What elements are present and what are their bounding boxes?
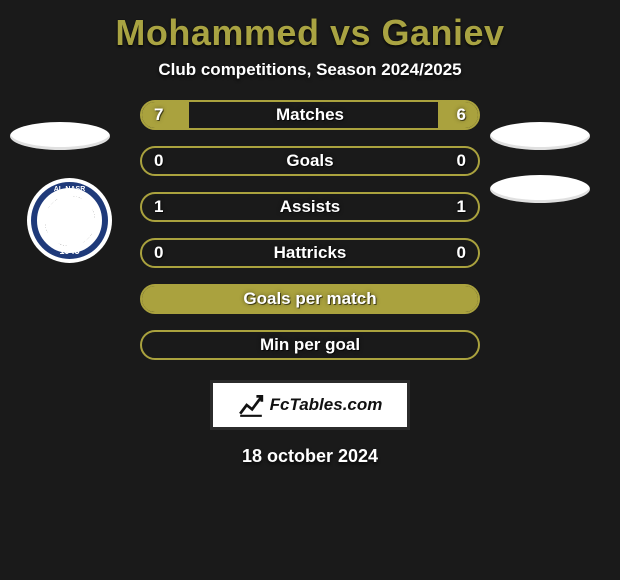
stat-label: Hattricks <box>274 243 347 263</box>
stat-value-left: 1 <box>154 197 163 217</box>
stat-row: Goals per match <box>140 284 480 314</box>
player-left-avatar <box>10 122 110 150</box>
snapshot-date: 18 october 2024 <box>0 446 620 467</box>
fctables-logo-text: FcTables.com <box>270 395 383 415</box>
stat-label: Matches <box>276 105 344 125</box>
comparison-card: Mohammed vs Ganiev Club competitions, Se… <box>0 0 620 580</box>
club-logo-year: 1945 <box>59 246 79 256</box>
page-subtitle: Club competitions, Season 2024/2025 <box>0 60 620 80</box>
stat-label: Assists <box>280 197 340 217</box>
stat-value-left: 7 <box>154 105 163 125</box>
stat-value-left: 0 <box>154 151 163 171</box>
stat-row: 7 Matches 6 <box>140 100 480 130</box>
stat-value-left: 0 <box>154 243 163 263</box>
stat-row: 0 Goals 0 <box>140 146 480 176</box>
stat-label: Goals <box>286 151 333 171</box>
club-logo-name: AL-NASR <box>54 186 86 193</box>
stat-row: 0 Hattricks 0 <box>140 238 480 268</box>
stat-value-right: 1 <box>457 197 466 217</box>
player-right-avatar <box>490 122 590 150</box>
chart-growth-icon <box>238 392 264 418</box>
player-left-club-logo: AL-NASR 1945 <box>27 178 112 263</box>
stat-label: Min per goal <box>260 335 360 355</box>
stat-row: 1 Assists 1 <box>140 192 480 222</box>
stat-fill-left <box>142 102 189 128</box>
page-title: Mohammed vs Ganiev <box>0 12 620 54</box>
stat-value-right: 6 <box>457 105 466 125</box>
fctables-logo[interactable]: FcTables.com <box>210 380 410 430</box>
player-right-club-badge <box>490 175 590 203</box>
stat-row: Min per goal <box>140 330 480 360</box>
stat-label: Goals per match <box>243 289 376 309</box>
stat-value-right: 0 <box>457 243 466 263</box>
stat-value-right: 0 <box>457 151 466 171</box>
